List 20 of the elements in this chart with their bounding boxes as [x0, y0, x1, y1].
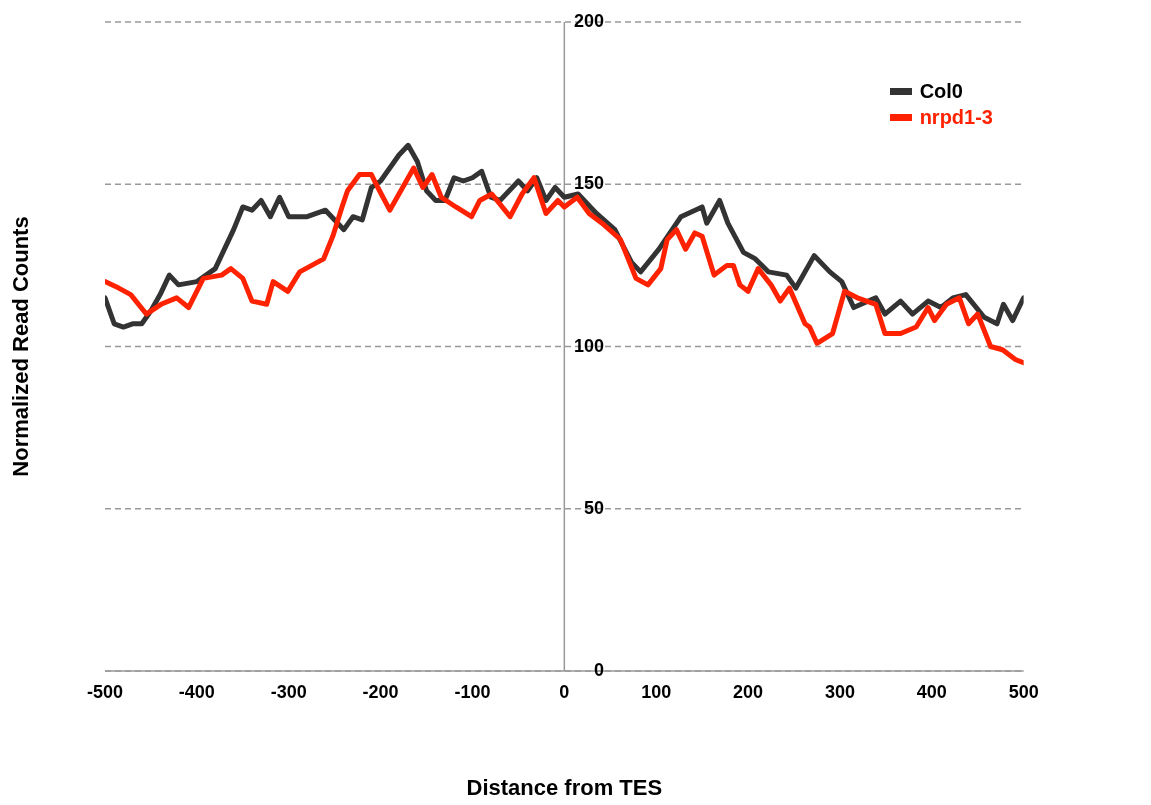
x-tick-label: 500 [1008, 681, 1039, 702]
y-axis-title: Normalized Read Counts [7, 216, 33, 477]
y-tick-label: 100 [573, 335, 604, 356]
x-tick-label: 400 [916, 681, 947, 702]
x-tick-label: 200 [733, 681, 764, 702]
y-tick-label: 150 [573, 173, 604, 194]
x-tick-label: -100 [454, 681, 491, 702]
x-tick-label: -500 [86, 681, 124, 702]
x-tick-label: 0 [559, 681, 570, 702]
x-tick-label: -200 [362, 681, 399, 702]
legend-label: nrpd1-3 [919, 105, 993, 130]
x-axis-title: Distance from TES [466, 775, 663, 800]
x-tick-label: 300 [824, 681, 855, 702]
y-tick-label: 200 [573, 11, 604, 31]
x-tick-label: -400 [178, 681, 215, 702]
y-tick-label: 0 [593, 660, 604, 680]
legend-label: Col0 [919, 79, 963, 104]
x-tick-label: -300 [270, 681, 307, 702]
y-tick-label: 50 [583, 497, 604, 518]
x-tick-label: 100 [641, 681, 672, 702]
